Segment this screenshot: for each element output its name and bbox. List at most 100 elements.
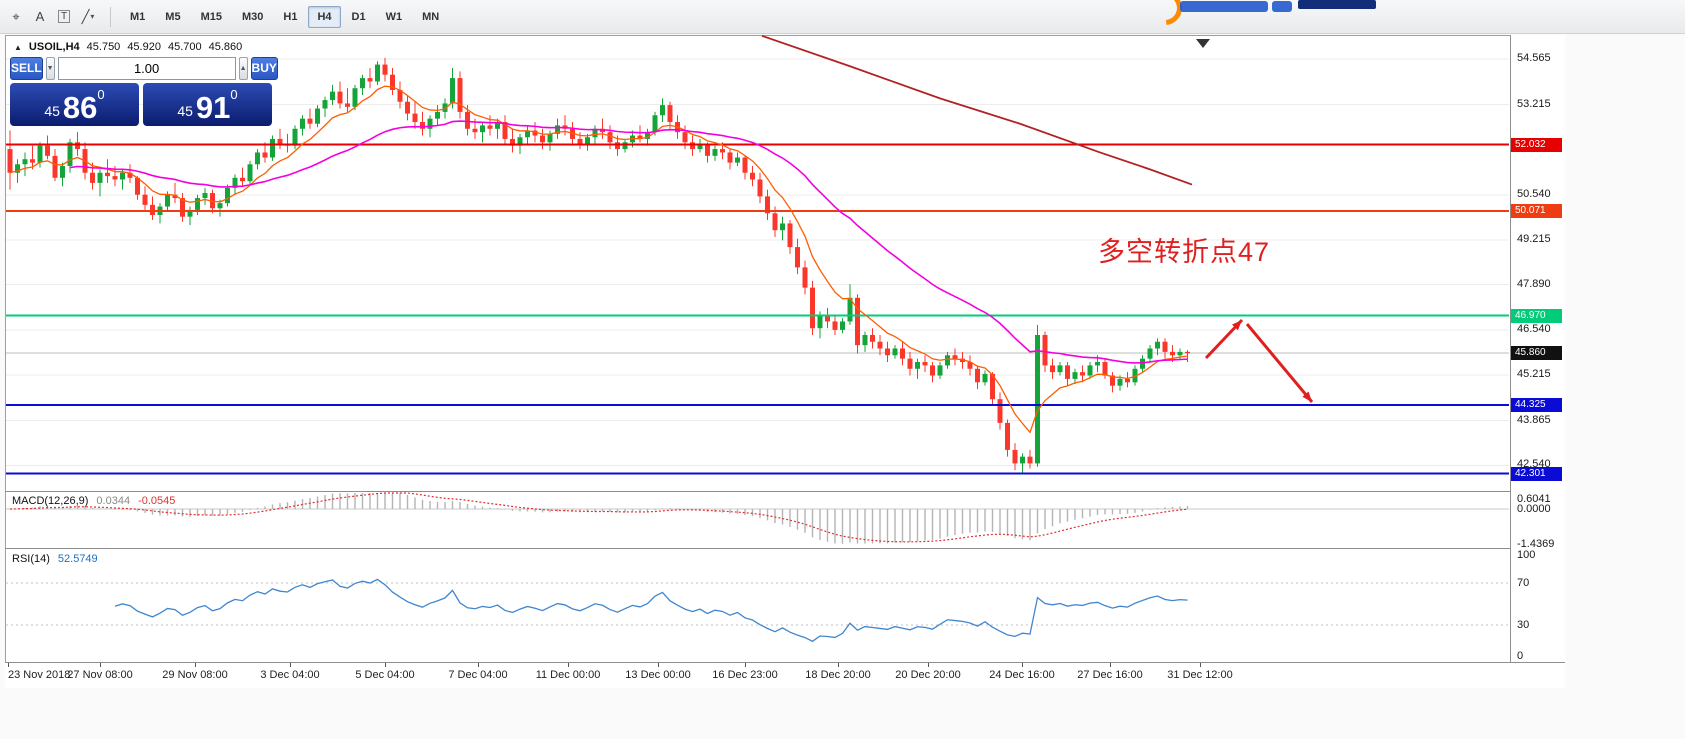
volume-increase-button[interactable]: ▲: [238, 57, 248, 80]
rsi-axis-label: 30: [1517, 618, 1530, 631]
low-value: 45.700: [167, 41, 202, 53]
price-tick-label: 46.540: [1517, 323, 1551, 336]
price-tick-label: 45.215: [1517, 368, 1551, 381]
logo-text-blob: [1272, 1, 1292, 12]
bid-price-display[interactable]: 45 86 0: [10, 83, 139, 126]
sell-button[interactable]: SELL: [10, 57, 43, 80]
time-axis-label: 23 Nov 2018: [8, 669, 71, 681]
time-axis-label: 5 Dec 04:00: [355, 669, 415, 681]
chart-annotation-text: 多空转折点47: [1098, 237, 1271, 267]
timeframe-button-D1[interactable]: D1: [351, 10, 366, 23]
time-axis-tick: [8, 663, 9, 667]
time-axis-tick: [745, 663, 746, 667]
dropdown-caret-icon: ▾: [90, 12, 95, 21]
price-level-badge: 52.032: [1511, 137, 1562, 152]
current-price-badge: 45.860: [1511, 346, 1562, 361]
price-tick-label: 49.215: [1517, 232, 1551, 245]
chart-header: ▲ USOIL,H4 45.750 45.920 45.700 45.860: [14, 41, 242, 53]
price-level-badge: 42.301: [1511, 466, 1562, 481]
price-tick-label: 50.540: [1517, 188, 1551, 201]
volume-input[interactable]: [57, 57, 236, 80]
one-click-trading-panel: SELL ▼ ▲ BUY 45 86 0 45 91 0: [10, 57, 278, 126]
timeframe-button-M30[interactable]: M30: [241, 10, 264, 23]
close-value: 45.860: [208, 41, 243, 53]
price-tick-label: 53.215: [1517, 97, 1551, 110]
price-level-badge: 50.071: [1511, 203, 1562, 218]
time-axis-label: 7 Dec 04:00: [448, 669, 508, 681]
time-axis-tick: [290, 663, 291, 667]
time-axis-label: 24 Dec 16:00: [989, 669, 1055, 681]
macd-axis-label: 0.0000: [1517, 503, 1551, 515]
text-label-icon[interactable]: A: [35, 9, 45, 24]
bid-price-sup: 0: [97, 87, 105, 102]
text-box-icon[interactable]: T: [52, 5, 76, 29]
timeframe-button-M15[interactable]: M15: [200, 10, 222, 23]
time-axis-label: 13 Dec 00:00: [625, 669, 691, 681]
macd-signal-value: -0.0545: [138, 495, 176, 507]
time-axis-tick: [385, 663, 386, 667]
timeframe-button-W1[interactable]: W1: [385, 10, 403, 23]
rsi-name: RSI(14): [12, 553, 50, 565]
ask-price-sup: 0: [230, 87, 238, 102]
time-axis-label: 27 Dec 16:00: [1077, 669, 1143, 681]
time-axis-tick: [1200, 663, 1201, 667]
macd-name: MACD(12,26,9): [12, 495, 89, 507]
time-axis-tick: [100, 663, 101, 667]
volume-decrease-button[interactable]: ▼: [45, 57, 55, 80]
ask-price-small: 45: [177, 103, 193, 119]
ask-price-display[interactable]: 45 91 0: [143, 83, 272, 126]
bid-price-big: 86: [62, 90, 98, 125]
price-level-badge: 46.970: [1511, 308, 1562, 323]
toolbar-separator: [110, 6, 111, 27]
chart-window[interactable]: [5, 35, 1565, 688]
rsi-axis-label: 100: [1517, 549, 1536, 561]
high-value: 45.920: [127, 41, 161, 53]
broker-logo: [1141, 0, 1378, 32]
price-tick-label: 47.890: [1517, 277, 1551, 290]
time-axis-label: 16 Dec 23:00: [712, 669, 778, 681]
rsi-axis-label: 70: [1517, 577, 1530, 590]
panel-toggle-icon[interactable]: ▲: [14, 42, 22, 52]
time-axis-tick: [568, 663, 569, 667]
time-axis-tick: [1022, 663, 1023, 667]
timeframe-button-H4[interactable]: H4: [308, 5, 341, 28]
time-axis-tick: [1110, 663, 1111, 667]
time-axis-tick: [478, 663, 479, 667]
time-axis-label: 27 Nov 08:00: [67, 669, 133, 681]
time-axis-label: 3 Dec 04:00: [260, 669, 320, 681]
symbol-label: USOIL,H4: [28, 41, 80, 53]
buy-button[interactable]: BUY: [250, 57, 278, 80]
rsi-indicator-label: RSI(14) 52.5749: [12, 553, 98, 565]
timeframe-button-MN[interactable]: MN: [422, 10, 440, 23]
time-axis-label: 20 Dec 20:00: [895, 669, 961, 681]
price-tick-label: 54.565: [1517, 52, 1551, 64]
timeframe-button-M5[interactable]: M5: [165, 10, 181, 23]
time-axis-tick: [195, 663, 196, 667]
open-value: 45.750: [86, 41, 121, 53]
timeframe-button-H1[interactable]: H1: [283, 10, 298, 23]
logo-text-blob: [1180, 1, 1268, 12]
logo-bar: [1298, 0, 1376, 9]
time-axis-label: 31 Dec 12:00: [1167, 669, 1233, 681]
time-axis: 23 Nov 2018 27 Nov 08:00 29 Nov 08:00 3 Dec…: [5, 662, 1565, 688]
macd-indicator-label: MACD(12,26,9) 0.0344 -0.0545: [12, 495, 175, 507]
price-tick-label: 43.865: [1517, 413, 1551, 426]
timeframe-button-M1[interactable]: M1: [130, 10, 146, 23]
crosshair-icon[interactable]: ⌖: [12, 8, 20, 24]
price-level-badge: 44.325: [1511, 398, 1562, 413]
time-axis-tick: [658, 663, 659, 667]
time-axis-label: 11 Dec 00:00: [535, 669, 601, 681]
price-scale: 54.565 53.215 50.540 49.215 47.890 46.540 45.2…: [1510, 35, 1565, 688]
rsi-axis-label: 0: [1517, 650, 1524, 662]
drawing-tools-group: ⌖ A T ╱ ▾: [4, 5, 100, 29]
draw-tools-icon[interactable]: ╱ ▾: [81, 8, 95, 24]
macd-axis-label: 0.6041: [1517, 493, 1551, 505]
timeframe-group: M1 M5 M15 M30 H1 H4 D1 W1 MN: [121, 5, 448, 28]
macd-axis-label: -1.4369: [1517, 537, 1555, 550]
macd-main-value: 0.0344: [96, 495, 131, 507]
time-axis-label: 18 Dec 20:00: [805, 669, 871, 681]
bid-price-small: 45: [44, 103, 60, 119]
time-axis-tick: [928, 663, 929, 667]
rsi-value: 52.5749: [57, 553, 98, 565]
main-toolbar: ⌖ A T ╱ ▾ M1 M5 M15 M30 H1 H4 D1 W1 MN: [0, 0, 1685, 34]
